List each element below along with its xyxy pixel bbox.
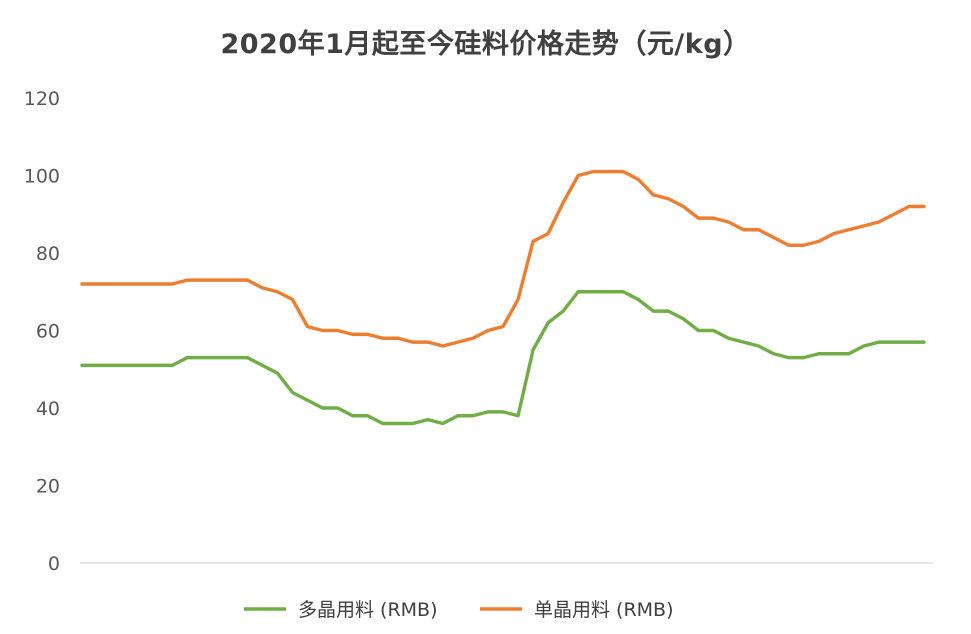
y-tick-label: 40	[36, 398, 60, 420]
y-tick-label: 80	[36, 243, 60, 265]
y-tick-label: 20	[36, 476, 60, 498]
series-lines	[80, 169, 926, 426]
y-tick-label: 100	[24, 166, 60, 188]
y-tick-label: 0	[48, 553, 60, 575]
chart-title: 2020年1月起至今硅料价格走势（元/kg）	[220, 29, 751, 60]
legend-label-0: 多晶用料 (RMB)	[298, 599, 438, 621]
y-axis-ticks: 0 20 40 60 80 100 120	[24, 88, 60, 575]
y-tick-label: 60	[36, 321, 60, 343]
y-tick-label: 120	[24, 88, 60, 110]
series-line-0	[80, 290, 926, 426]
legend: 多晶用料 (RMB) 单晶用料 (RMB)	[244, 599, 674, 621]
legend-label-1: 单晶用料 (RMB)	[534, 599, 674, 621]
series-line-1	[80, 169, 926, 348]
